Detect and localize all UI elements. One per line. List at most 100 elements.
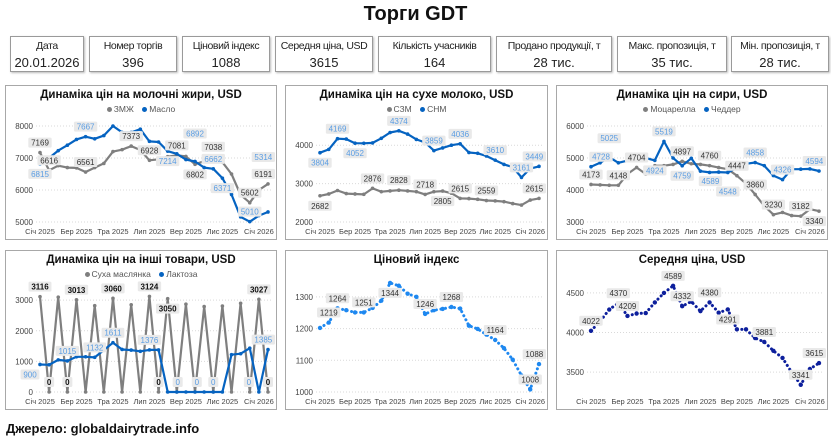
data-point [65, 143, 70, 147]
data-point [266, 182, 270, 186]
kpi-label: Мін. пропозиція, т [740, 40, 820, 52]
data-label-bg [624, 152, 649, 163]
y-tick-label: 7000 [15, 154, 33, 163]
data-label-bg [606, 288, 631, 299]
series-line-1 [38, 124, 270, 223]
data-label-bg [483, 324, 507, 335]
data-label-group: 4148 [606, 170, 631, 181]
data-label: 0 [175, 378, 180, 387]
chart-title: Середня ціна, USD [638, 254, 746, 266]
data-point [111, 296, 115, 301]
data-label-group: 0 [62, 377, 73, 387]
data-label-group: 4380 [697, 287, 722, 298]
x-tick-label: Січ 2025 [305, 227, 335, 236]
data-point [519, 175, 524, 180]
data-label-bg [210, 183, 235, 194]
data-point [379, 298, 384, 303]
data-label-group: 0 [208, 377, 219, 387]
data-label-bg [73, 121, 98, 132]
data-label: 0 [266, 378, 271, 387]
data-label-bg [802, 155, 826, 166]
data-label-group: 1264 [325, 293, 350, 304]
data-label: 4924 [646, 166, 664, 175]
data-point [467, 196, 471, 201]
data-point [147, 348, 152, 352]
data-point [771, 173, 776, 178]
data-label: 4594 [805, 157, 823, 166]
x-tick-label: Січ 2026 [515, 397, 545, 406]
data-label: 0 [211, 378, 216, 387]
data-label: 2559 [478, 187, 496, 196]
data-label-group: 4760 [697, 150, 722, 161]
data-label-bg [439, 292, 464, 303]
data-label-bg [62, 377, 73, 387]
data-label-group: 4326 [770, 164, 795, 175]
x-tick-label: Січ 2026 [795, 397, 825, 406]
data-point [817, 169, 821, 173]
data-label: 1251 [355, 298, 373, 307]
data-label: 3060 [104, 284, 122, 293]
x-tick-label: Бер 2025 [611, 227, 643, 236]
y-tick-label: 6000 [566, 122, 584, 131]
data-label-group: 7667 [73, 121, 98, 132]
data-label-bg [308, 200, 332, 211]
data-label-bg [670, 146, 694, 157]
y-tick-label: 2000 [15, 327, 33, 336]
data-point [467, 150, 471, 155]
data-label: 4760 [701, 152, 719, 161]
x-tick-label: Бер 2025 [339, 397, 371, 406]
legend-label: Масло [149, 104, 176, 114]
data-point [625, 313, 630, 319]
chart-svg: 3000 4000 5000 6000 Січ 2025 Бер 2025 Тра 2025… [566, 122, 826, 236]
data-point [211, 390, 216, 394]
data-label-group: 6616 [37, 155, 61, 166]
data-label-bg [789, 369, 813, 380]
data-label: 7169 [31, 139, 49, 148]
data-label: 4447 [728, 162, 746, 171]
data-label: 3340 [805, 217, 823, 226]
x-tick-label: Лис 2025 [207, 227, 239, 236]
data-point [257, 390, 261, 394]
data-label-bg [156, 303, 180, 314]
data-label: 3182 [792, 202, 810, 211]
data-point [111, 149, 115, 154]
data-label: 1088 [525, 350, 543, 359]
data-label: 3050 [159, 305, 177, 314]
legend-label: Моцарелла [650, 104, 696, 114]
data-label-bg [201, 141, 225, 152]
data-label-group: 3050 [156, 303, 180, 314]
data-label: 3027 [250, 285, 268, 294]
data-point [698, 169, 703, 173]
legend-label: Суха маслянка [91, 269, 151, 279]
data-label-group: 3341 [789, 369, 813, 380]
data-point [671, 162, 675, 167]
legend-item: Лактоза [159, 269, 197, 279]
data-label-bg [317, 307, 341, 318]
data-label: 900 [23, 370, 37, 379]
data-point [689, 161, 694, 166]
x-tick-label: Січ 2025 [305, 397, 335, 406]
data-point [431, 307, 437, 313]
kpi-sold: Продано продукції, т 28 тис. [496, 36, 612, 72]
data-point [449, 143, 454, 147]
y-tick-label: 1300 [295, 293, 313, 302]
data-label-group: 6892 [183, 128, 207, 139]
data-point [798, 382, 803, 387]
data-label: 4169 [329, 125, 347, 134]
data-label-group: 1251 [352, 297, 376, 308]
data-label: 4326 [774, 166, 792, 175]
y-tick-label: 6000 [15, 186, 33, 195]
kpi-value: 164 [423, 55, 446, 70]
x-tick-label: Вер 2025 [444, 227, 476, 236]
data-point [238, 301, 243, 306]
data-label-group: 3859 [422, 135, 446, 146]
data-label-bg [789, 201, 813, 212]
data-point [202, 304, 206, 309]
kpi-label: Номер торгів [103, 40, 163, 52]
data-label: 3341 [792, 371, 810, 380]
data-point [493, 337, 498, 343]
data-point [510, 357, 515, 362]
x-tick-label: Бер 2025 [60, 397, 92, 406]
data-label-group: 5602 [238, 187, 262, 198]
legend-item: ЗМЖ [106, 104, 134, 114]
